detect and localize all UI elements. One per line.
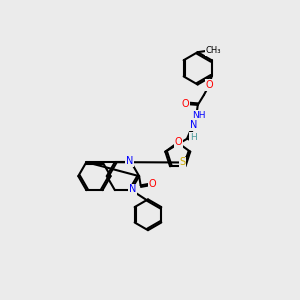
Text: O: O (206, 80, 213, 90)
Text: H: H (190, 133, 196, 142)
Text: CH₃: CH₃ (205, 46, 221, 55)
Text: N: N (126, 156, 133, 167)
Text: NH: NH (192, 111, 205, 120)
Text: N: N (190, 120, 198, 130)
Text: O: O (175, 137, 182, 147)
Text: O: O (182, 99, 189, 109)
Text: O: O (148, 179, 156, 189)
Text: N: N (129, 184, 136, 194)
Text: S: S (179, 158, 186, 167)
